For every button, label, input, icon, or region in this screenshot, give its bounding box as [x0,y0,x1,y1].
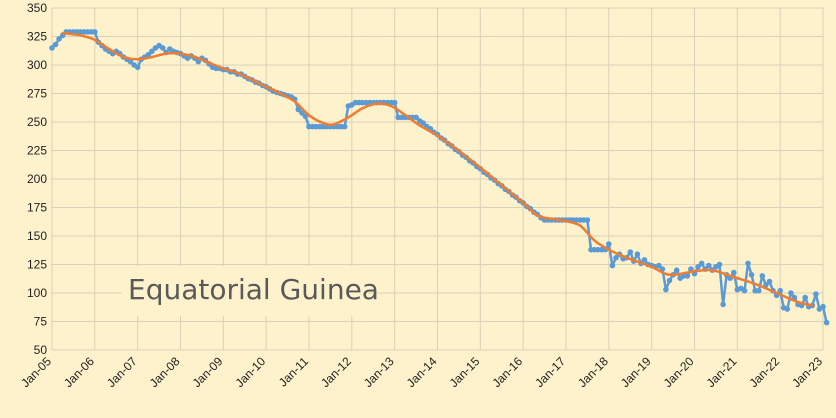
data-point [756,287,762,294]
data-point [695,264,701,270]
data-point [802,294,808,301]
data-point [145,51,152,58]
data-point [606,241,612,247]
data-point [766,278,773,285]
x-tick-label: Jan-08 [147,354,183,390]
data-point [706,262,712,269]
y-tick-label: 325 [27,30,47,44]
x-tick-label: Jan-18 [575,354,611,390]
data-point [420,120,427,126]
x-tick-label: Jan-22 [746,354,782,390]
x-tick-label: Jan-15 [447,354,483,390]
x-tick-label: Jan-07 [104,354,140,390]
data-point [195,58,202,65]
data-point [134,64,141,71]
data-point [341,123,348,130]
y-tick-label: 100 [27,286,47,300]
data-point [820,303,826,310]
y-tick-label: 125 [27,258,47,272]
y-tick-label: 175 [27,201,47,215]
y-tick-label: 225 [27,144,47,158]
x-tick-label: Jan-10 [232,354,268,390]
y-tick-label: 300 [27,58,47,72]
x-tick-label: Jan-11 [276,354,311,389]
x-tick-label: Jan-17 [532,354,568,390]
data-point [641,257,648,263]
data-point [741,287,748,294]
chart-annotation: Equatorial Guinea [128,273,379,306]
x-tick-label: Jan-06 [61,354,97,390]
series-trend-line [61,31,814,307]
data-point [748,272,755,278]
data-point [663,286,669,293]
x-tick-label: Jan-23 [789,354,825,390]
series-layer [49,29,830,326]
data-point [684,273,691,279]
x-tick-labels: Jan-05 Jan-06 Jan-07 Jan-08 Jan-09 Jan-10 Jan-… [18,354,825,390]
y-tick-label: 350 [27,1,47,15]
y-tick-label: 250 [27,115,47,129]
data-point [716,261,723,268]
data-point [673,267,680,274]
y-tick-label: 275 [27,87,47,101]
data-point [813,291,819,297]
data-point [823,319,830,326]
data-point [391,99,398,106]
annotation-group: Equatorial Guinea [122,266,379,316]
x-tick-label: Jan-16 [489,354,525,390]
data-point [731,269,737,276]
data-point [759,273,766,279]
x-tick-label: Jan-09 [190,354,226,390]
data-point [745,260,751,267]
x-tick-label: Jan-05 [18,354,54,390]
data-point [784,306,791,312]
x-tick-label: Jan-20 [661,354,697,390]
axes: 50 75 100 125 150 175 200 225 250 275 300 325 350 [27,1,47,357]
x-tick-label: Jan-12 [318,354,354,390]
x-tick-label: Jan-21 [704,354,740,390]
data-point [613,254,619,261]
data-point [609,262,616,269]
data-point [56,36,62,42]
data-point [149,48,155,55]
x-tick-label: Jan-14 [404,354,440,390]
data-point [720,301,726,308]
grid [51,7,824,351]
data-point [49,45,55,51]
data-point [159,45,166,51]
y-tick-label: 200 [27,172,47,186]
data-point [666,277,673,284]
annotation-background [122,266,368,316]
data-point [698,260,705,267]
data-point [584,217,591,223]
data-point [295,106,302,113]
data-point [52,41,59,48]
data-point [788,290,794,296]
y-tick-label: 75 [34,315,48,329]
data-point [656,262,662,269]
y-tick-label: 150 [27,229,47,243]
data-point [627,249,634,255]
y-tick-label: 50 [34,343,48,357]
x-tick-label: Jan-19 [618,354,654,390]
data-point [777,287,783,294]
x-tick-label: Jan-13 [361,354,397,390]
data-point [92,29,98,35]
data-point [413,114,419,121]
data-point [634,251,641,257]
